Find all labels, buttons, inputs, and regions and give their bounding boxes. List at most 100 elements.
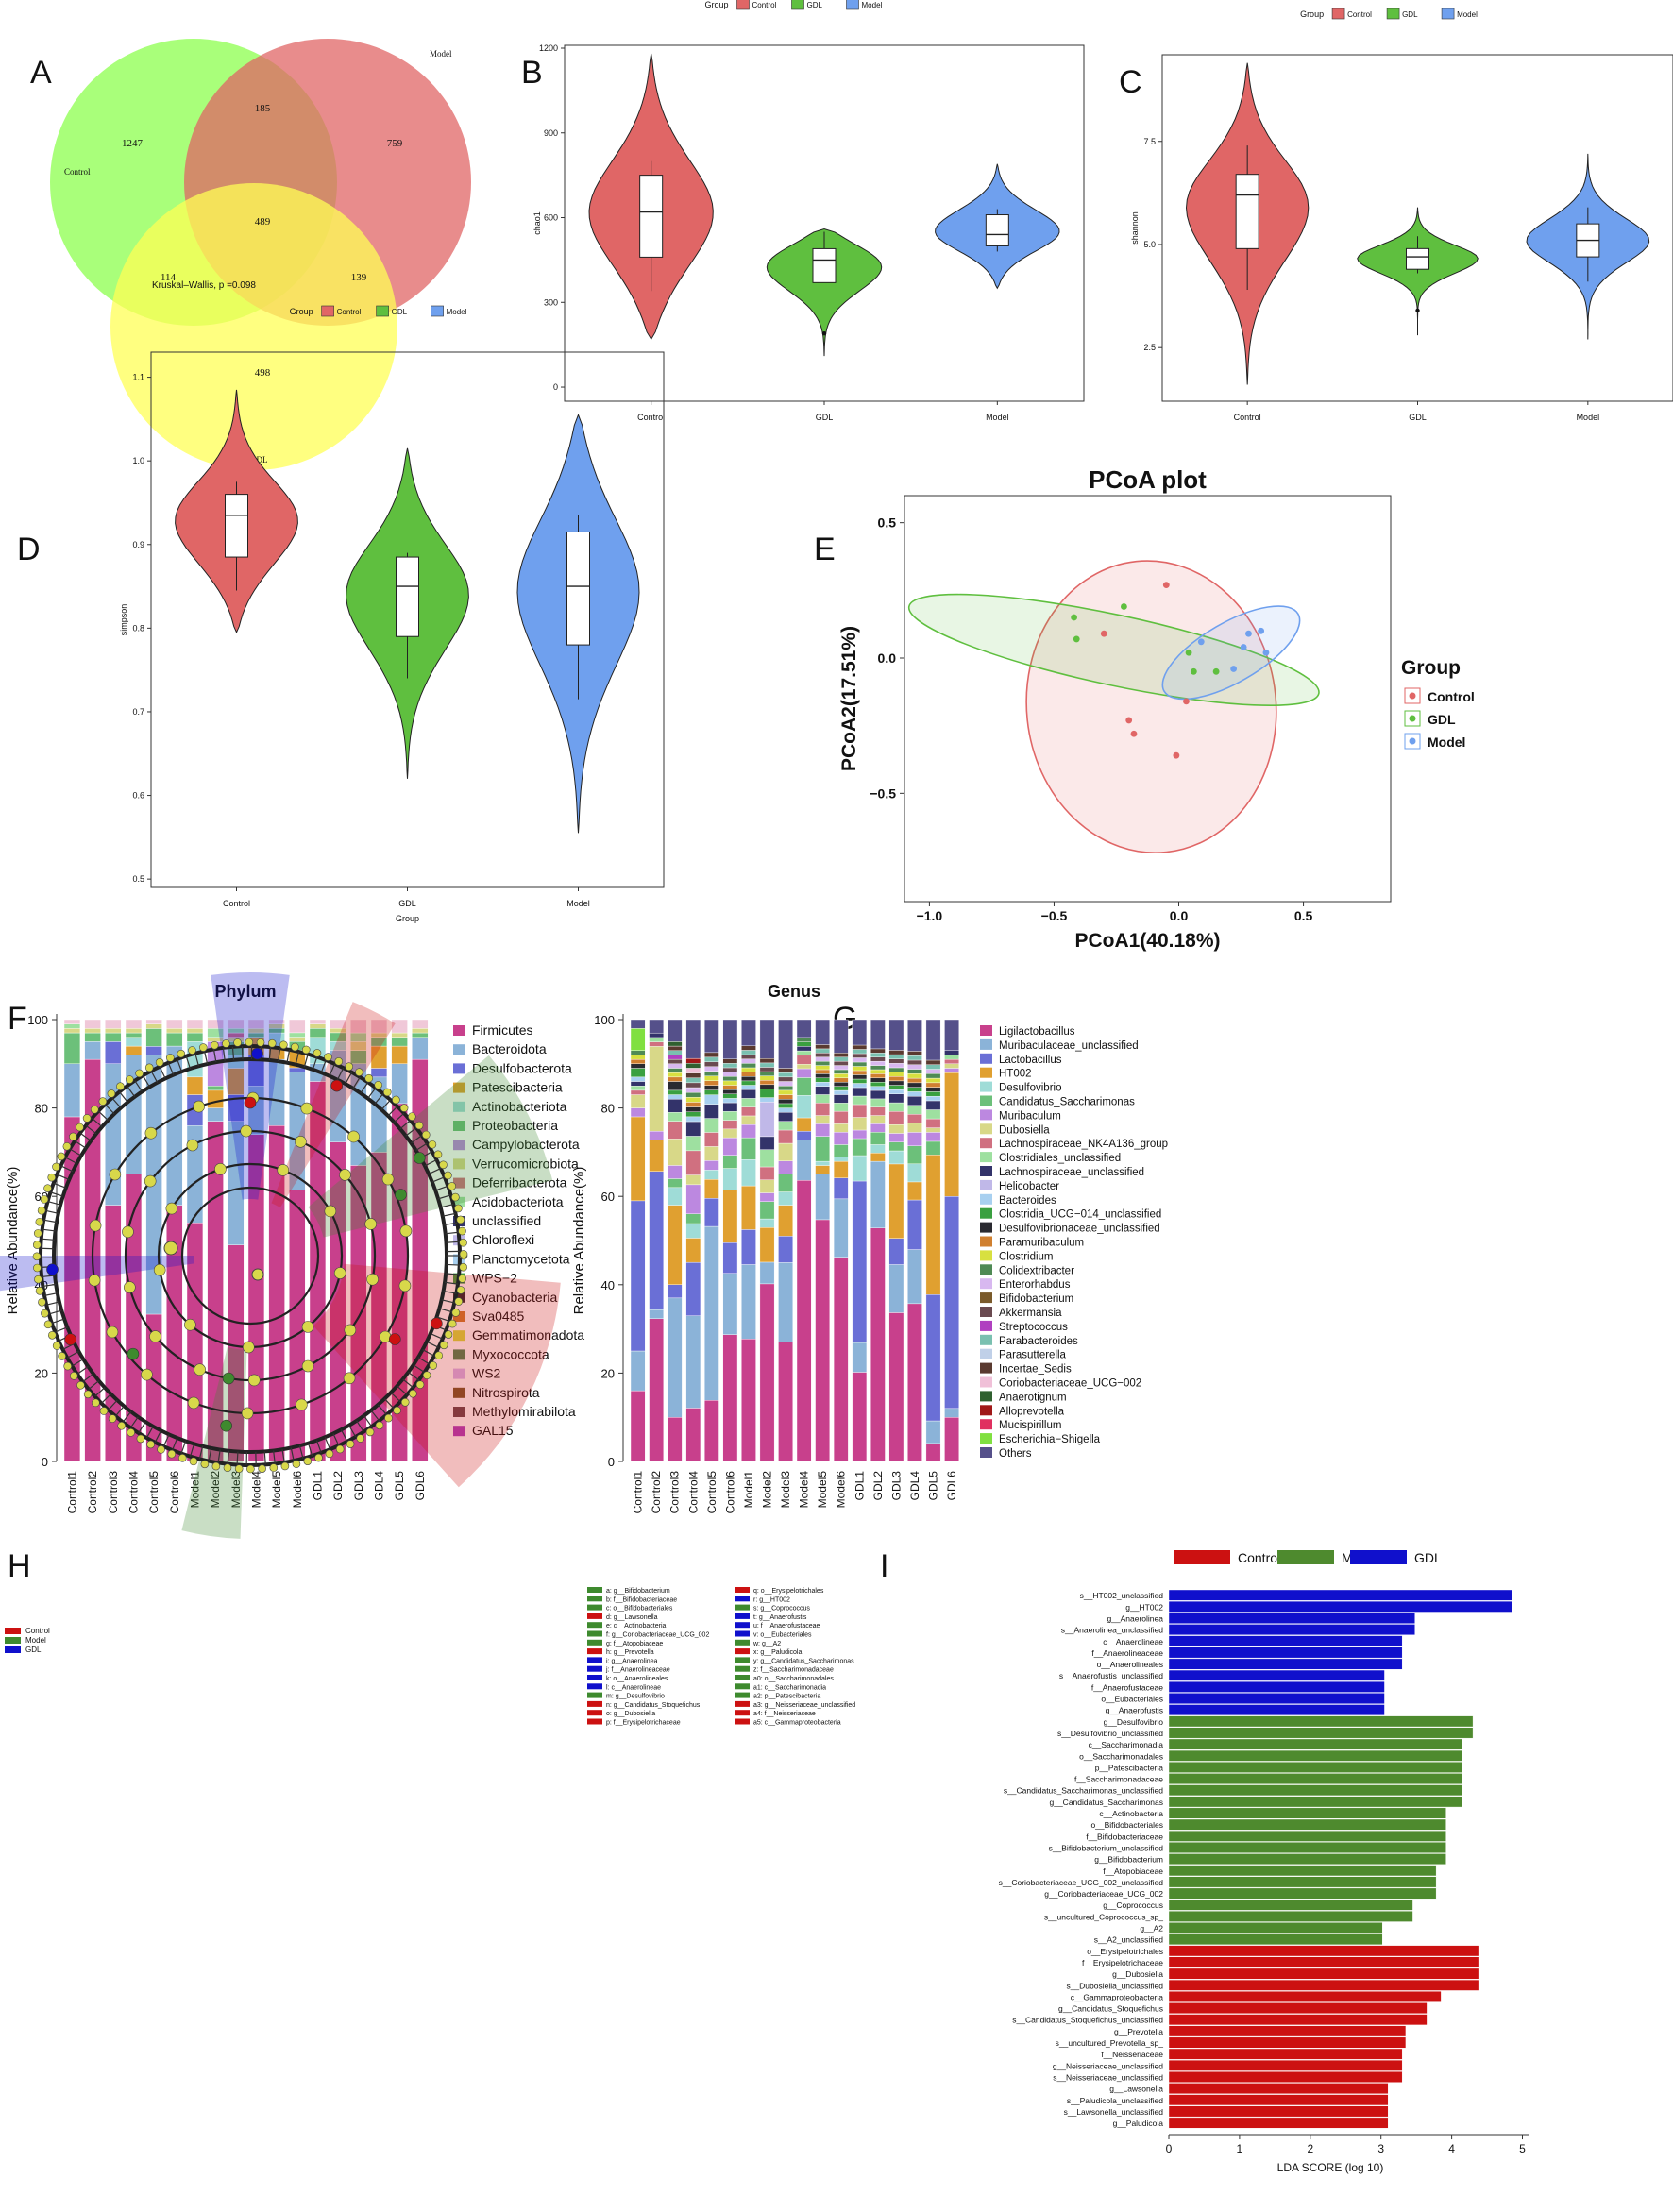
x-tick-label: 0.0: [1170, 908, 1189, 923]
bar-label: f__Neisseriaceae: [1101, 2050, 1163, 2059]
legend-swatch: [5, 1637, 21, 1644]
bar-segment: [907, 1064, 922, 1070]
bar-segment: [63, 1019, 81, 1024]
bar-segment: [907, 1163, 922, 1183]
legend-swatch: [453, 1121, 465, 1131]
y-tick-label: 80: [601, 1102, 615, 1116]
tree-branch: [434, 1185, 448, 1191]
biomarker-node: [222, 1372, 235, 1385]
bar-segment: [63, 1023, 81, 1029]
tree-node: [374, 1080, 382, 1089]
x-tick-label: GDL3: [889, 1471, 903, 1501]
bar-segment: [888, 1067, 904, 1072]
tree-node: [454, 1297, 464, 1306]
tree-branch: [320, 1059, 327, 1073]
key-label: a0: o__Saccharimonadales: [753, 1676, 834, 1682]
tree-node: [76, 1380, 85, 1390]
y-tick-label: 0: [42, 1455, 48, 1469]
tree-node: [63, 1361, 72, 1371]
tree-node: [251, 1268, 264, 1281]
tree-branch: [227, 1450, 230, 1464]
bar-segment: [685, 1136, 701, 1152]
x-tick-label: Model2: [209, 1471, 222, 1509]
tree-node: [333, 1267, 346, 1279]
bar-label: o__Saccharimonadales: [1079, 1751, 1163, 1761]
bar-segment: [870, 1053, 886, 1057]
legend-label: Sva0485: [472, 1309, 524, 1324]
bar-segment: [370, 1068, 388, 1078]
key-swatch: [735, 1587, 750, 1593]
y-tick-label: 2.5: [1143, 343, 1156, 352]
key-swatch: [735, 1683, 750, 1690]
legend-swatch: [980, 1179, 992, 1190]
clade-highlight-model: [181, 1347, 247, 1539]
bar-segment: [722, 1155, 738, 1169]
legend-label: Desulfovibrio: [999, 1083, 1061, 1094]
bar-segment: [778, 1081, 793, 1087]
bar-segment: [925, 1140, 941, 1156]
bar-label: g__Candidatus_Stoquefichus: [1058, 2004, 1163, 2014]
bar-segment: [630, 1116, 646, 1202]
bar-segment: [685, 1106, 701, 1112]
bar-segment: [667, 1050, 683, 1055]
legend-label: Clostridia_UCG−014_unclassified: [999, 1209, 1161, 1221]
bar-segment: [722, 1058, 738, 1064]
key-swatch: [587, 1613, 602, 1619]
bar-segment: [815, 1094, 831, 1104]
bar-label: s__Lawsonella_unclassified: [1064, 2107, 1164, 2117]
key-swatch: [735, 1613, 750, 1619]
clade-highlight-gdl: [211, 972, 290, 1200]
tree-node: [324, 1205, 337, 1218]
legend-title: Group: [1300, 9, 1324, 19]
tree-branch: [413, 1364, 425, 1373]
tree-node: [144, 1126, 158, 1140]
y-tick-label: 0: [553, 382, 558, 392]
bar-segment: [722, 1273, 738, 1335]
bar-segment: [649, 1032, 665, 1038]
tree-node: [241, 1407, 254, 1420]
key-swatch: [587, 1700, 602, 1707]
legend-swatch: [736, 0, 750, 10]
key-label: a2: p__Patescibacteria: [753, 1694, 820, 1700]
x-tick-label: GDL2: [331, 1471, 345, 1501]
tree-node: [37, 1206, 46, 1215]
tree-node: [400, 1397, 410, 1407]
bar-segment: [852, 1070, 868, 1075]
bar-segment: [778, 1205, 793, 1237]
bar-segment: [870, 1069, 886, 1074]
bar-segment: [852, 1074, 868, 1080]
bar-segment: [852, 1049, 868, 1055]
tree-node: [234, 1464, 244, 1473]
lda-bar: [1168, 2048, 1403, 2060]
key-swatch: [587, 1710, 602, 1716]
bar-segment: [186, 1028, 204, 1034]
bar-segment: [145, 1023, 162, 1029]
bar-segment: [759, 1067, 775, 1072]
key-label: x: g__Paludicola: [753, 1649, 802, 1656]
bar-segment: [852, 1044, 868, 1050]
bar-segment: [704, 1061, 719, 1067]
lda-bar: [1168, 1899, 1413, 1911]
key-swatch: [735, 1648, 750, 1655]
y-tick-label: 60: [601, 1190, 615, 1204]
lda-bar: [1168, 2094, 1389, 2106]
tree-node: [365, 1427, 375, 1437]
panel-letter-D: D: [17, 532, 41, 567]
tree-branch: [46, 1301, 59, 1306]
bar-segment: [166, 1032, 183, 1047]
tree-node: [99, 1407, 109, 1415]
bar-segment: [105, 1032, 122, 1042]
bar-segment: [166, 1028, 183, 1034]
bar-segment: [778, 1103, 793, 1108]
bar-segment: [667, 1089, 683, 1095]
tree-branch: [408, 1371, 420, 1381]
key-label: y: g__Candidatus_Saccharimonas: [753, 1658, 854, 1664]
tree-node: [69, 1132, 77, 1141]
legend-swatch: [980, 1264, 992, 1275]
tree-node: [124, 1281, 136, 1293]
bar-segment: [833, 1177, 849, 1200]
legend-swatch: [980, 1109, 992, 1121]
key-label: w: g__A2: [752, 1641, 781, 1647]
y-axis-label: shannon: [1130, 211, 1140, 245]
bar-segment: [778, 1342, 793, 1462]
